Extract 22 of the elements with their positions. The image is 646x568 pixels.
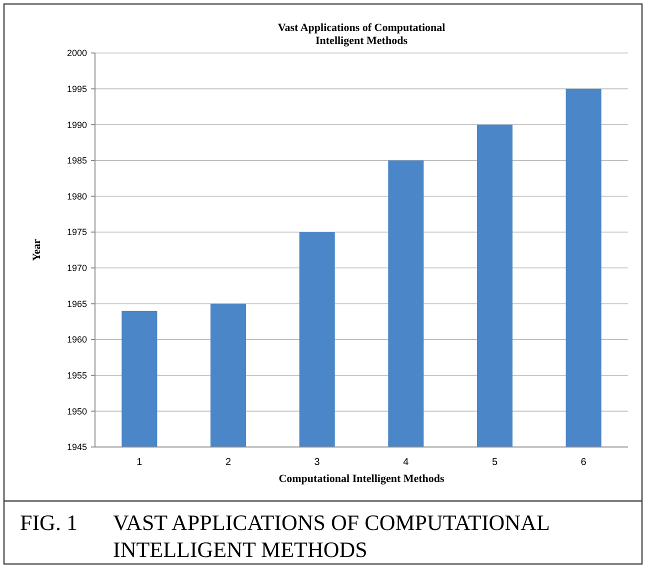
y-tick-label: 2000 [66, 48, 87, 58]
y-tick-label: 1980 [66, 191, 87, 202]
x-tick-label: 1 [136, 457, 143, 468]
x-tick-label: 5 [492, 457, 498, 468]
y-tick-label: 1975 [66, 227, 87, 238]
text: FIG. 1 VAST APPLICATIONS OF COMPUTATIONAL INTELLIGENT METHODS [20, 510, 550, 562]
chart-title: Vast Applications of Computational Intelligent Methods [278, 22, 446, 47]
y-tick-label: 1955 [66, 370, 87, 381]
y-tick-label: 1995 [66, 84, 87, 94]
x-tick-label: 6 [580, 457, 587, 468]
y-axis-title: Year [31, 238, 43, 261]
y-tick-label: 1945 [66, 442, 87, 452]
x-tick-label: 3 [314, 457, 320, 468]
y-tick-label: 1985 [66, 156, 87, 166]
y-tick-label: 1990 [66, 120, 87, 130]
x-axis-title: Computational Intelligent Methods [278, 473, 446, 485]
y-tick-label: 1965 [66, 298, 87, 309]
x-tick-label: 4 [403, 457, 410, 468]
y-tick-label: 1950 [66, 406, 87, 416]
y-tick-label: 1970 [66, 263, 87, 274]
x-tick-label: 2 [225, 457, 232, 468]
y-tick-label: 1960 [66, 334, 87, 345]
